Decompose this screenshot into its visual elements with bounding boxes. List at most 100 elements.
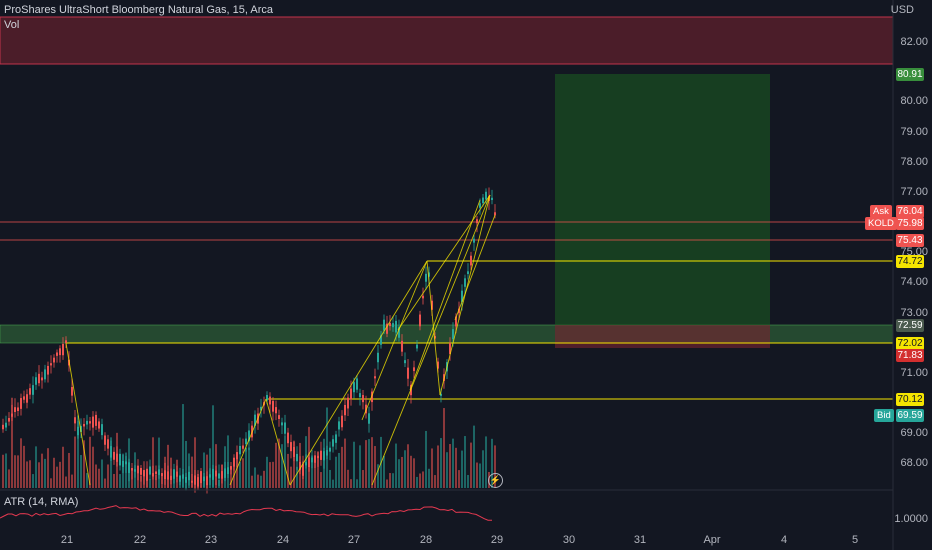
volume-bar (11, 397, 13, 488)
volume-bar (227, 435, 229, 488)
candle-body (146, 468, 148, 481)
candle-body (158, 469, 160, 475)
candle-body (278, 415, 280, 419)
candle-body (35, 377, 37, 385)
candle-body (161, 473, 163, 477)
candle-body (137, 465, 139, 474)
candle-body (185, 476, 187, 483)
candle-body (404, 360, 406, 364)
harmonic-pattern-lines (65, 194, 496, 486)
candle-body (101, 424, 103, 436)
volume-bar (449, 444, 451, 488)
target-price-tag: 80.91 (896, 68, 924, 81)
volume-bar (110, 437, 112, 488)
volume-bar (395, 443, 397, 488)
candle-body (23, 396, 25, 400)
volume-bar (194, 437, 196, 488)
candle-body (44, 369, 46, 380)
pattern-line (289, 260, 428, 486)
volume-bar (491, 438, 493, 488)
candle-body (113, 451, 115, 460)
lightning-icon[interactable]: ⚡ (488, 473, 503, 488)
candle-body (272, 400, 274, 412)
volume-bar (242, 458, 244, 488)
volume-bar (419, 473, 421, 488)
candle-body (491, 197, 493, 201)
candle-body (230, 466, 232, 470)
candle-body (173, 469, 175, 479)
volume-bar (254, 467, 256, 488)
volume-bar (14, 455, 16, 488)
volume-bar (410, 455, 412, 488)
volume-bar (77, 415, 79, 488)
candle-body (92, 416, 94, 428)
level-tag-72-02: 72.02 (896, 337, 924, 350)
bid-price-tag: 69.59 (896, 409, 924, 422)
volume-bar (191, 456, 193, 488)
candle-body (248, 430, 250, 442)
volume-bar (68, 452, 70, 488)
long-position-stop-zone (555, 325, 770, 348)
pattern-line (426, 260, 441, 396)
candle-body (452, 329, 454, 340)
candle-body (29, 388, 31, 395)
volume-bar (455, 447, 457, 488)
pattern-line (361, 260, 428, 421)
volume-bar (416, 476, 418, 488)
level-tag-75-43: 75.43 (896, 234, 924, 247)
volume-bar (155, 474, 157, 488)
candle-body (296, 453, 298, 462)
candle-body (62, 343, 64, 356)
candle-body (131, 468, 133, 471)
candle-body (275, 407, 277, 414)
volume-bar (260, 475, 262, 488)
candle-body (356, 378, 358, 390)
time-tick: 28 (419, 534, 433, 546)
price-tick: 68.00 (900, 457, 928, 469)
bid-label-tag: Bid (874, 409, 894, 422)
candle-body (227, 467, 229, 474)
volume-bar (8, 469, 10, 488)
volume-bar (89, 436, 91, 488)
volume-bar (464, 436, 466, 488)
candle-body (218, 473, 220, 479)
level-tag-70-12: 70.12 (896, 393, 924, 406)
volume-bar (428, 468, 430, 488)
volume-bar (359, 445, 361, 488)
time-tick: Apr (703, 534, 721, 546)
price-tick: 73.00 (900, 307, 928, 319)
volume-bar (65, 476, 67, 488)
candle-body (413, 367, 415, 372)
pattern-line (229, 398, 267, 486)
candle-body (176, 471, 178, 477)
volume-bar (38, 462, 40, 488)
volume-bar (425, 430, 427, 488)
candle-body (335, 434, 337, 443)
volume-bar (47, 448, 49, 488)
volume-bar (320, 472, 322, 488)
candle-body (290, 442, 292, 452)
candle-body (74, 417, 76, 424)
volume-bar (296, 466, 298, 488)
volume-bar (59, 461, 61, 488)
candle-body (155, 471, 157, 474)
volume-bar (5, 453, 7, 488)
volume-bar (2, 454, 4, 488)
volume-bar (401, 456, 403, 488)
candle-body (419, 314, 421, 327)
candle-body (164, 470, 166, 480)
candle-body (20, 398, 22, 409)
candle-body (167, 471, 169, 480)
candle-body (425, 273, 427, 282)
candle-body (461, 290, 463, 302)
candle-body (350, 388, 352, 400)
candle-body (206, 476, 208, 486)
volume-bar (230, 468, 232, 488)
volume-bar (32, 474, 34, 488)
volume-bar (104, 478, 106, 488)
volume-bar (407, 444, 409, 488)
price-tick: 78.00 (900, 156, 928, 168)
volume-bar (413, 458, 415, 488)
